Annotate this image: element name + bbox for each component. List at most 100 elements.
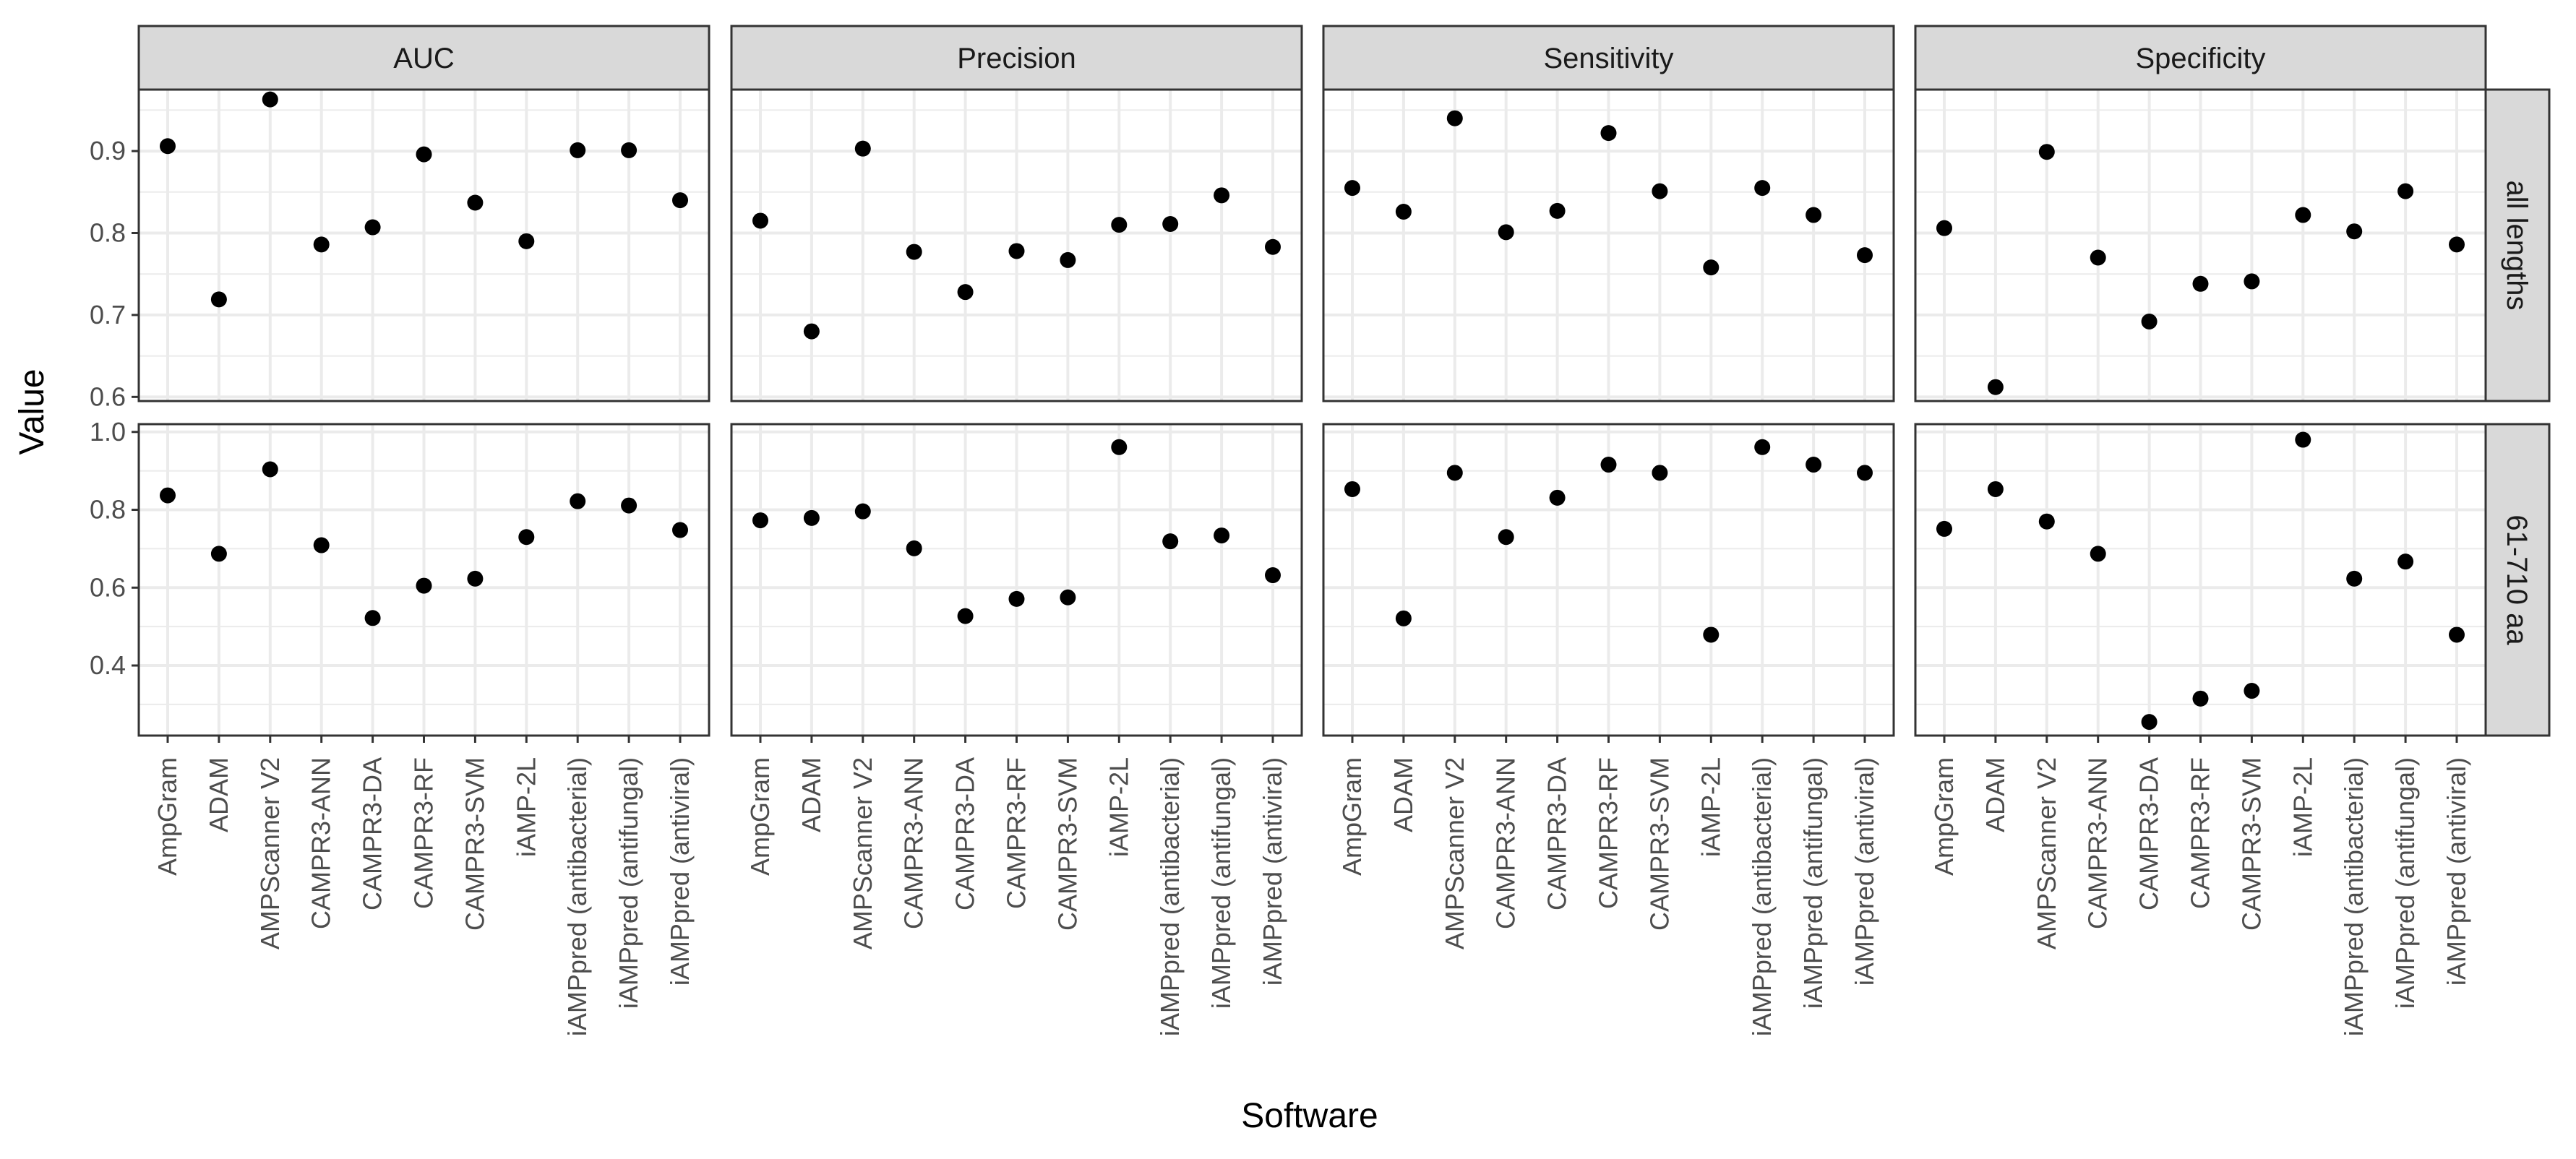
row-strip-all-lengths: all lengths [2484,88,2551,402]
panel-auc-61-710-aa [137,423,710,737]
row-strip-61-710-aa: 61-710 aa [2484,423,2551,737]
x-tick-label: iAMPpred (antiviral) [1850,757,1879,986]
point-sensitivity-all-lengths-campr3-ann [1498,224,1514,241]
point-precision-all-lengths-adam [803,323,820,340]
point-sensitivity-61-710-aa-iamppred-antifungal [1806,457,1822,473]
point-specificity-61-710-aa-campr3-rf [2192,690,2209,707]
x-axis-title: Software [1241,1097,1378,1135]
point-precision-61-710-aa-ampgram [752,512,768,529]
x-tick-label: iAMPpred (antifungal) [1206,757,1236,1009]
x-tick-label: CAMPR3-SVM [1052,757,1082,931]
point-sensitivity-61-710-aa-campr3-da [1549,489,1566,506]
point-precision-all-lengths-campr3-ann [906,244,922,260]
point-sensitivity-all-lengths-adam [1395,203,1412,220]
point-precision-all-lengths-iamppred-antibacterial [1162,216,1179,233]
x-tick-label: iAMP-2L [1696,757,1725,857]
x-tick-label: CAMPR3-DA [358,757,387,910]
x-tick-label: AMPScanner V2 [1440,757,1469,949]
point-auc-61-710-aa-iamppred-antibacterial [570,493,586,509]
x-tick-label: CAMPR3-ANN [1491,757,1521,929]
point-specificity-all-lengths-ampscanner-v2 [2038,144,2055,160]
point-specificity-61-710-aa-ampscanner-v2 [2038,513,2055,530]
column-strip-background [730,25,1303,91]
column-strip-background [137,25,710,91]
column-strip-background [1322,25,1895,91]
point-auc-all-lengths-iamppred-antibacterial [570,142,586,158]
point-sensitivity-all-lengths-iamppred-antiviral [1857,247,1873,264]
x-tick-label: ADAM [1980,757,2010,832]
x-tick-label: CAMPR3-ANN [306,757,336,929]
column-strip-label: Specificity [2135,43,2265,74]
column-strip-sensitivity: Sensitivity [1322,25,1895,91]
point-specificity-61-710-aa-iamppred-antifungal [2397,553,2414,570]
point-precision-61-710-aa-campr3-rf [1008,590,1025,607]
point-precision-61-710-aa-iamppred-antibacterial [1162,533,1179,550]
point-precision-61-710-aa-campr3-svm [1060,589,1076,606]
point-specificity-all-lengths-iamppred-antifungal [2397,183,2414,199]
point-auc-all-lengths-ampgram [160,138,176,155]
y-tick-label: 0.8 [90,495,126,525]
point-precision-all-lengths-iamppred-antiviral [1265,238,1281,255]
point-auc-61-710-aa-campr3-rf [416,577,432,594]
row-strip-label: 61-710 aa [2501,514,2533,645]
point-auc-all-lengths-campr3-rf [416,146,432,163]
point-auc-all-lengths-campr3-ann [313,236,330,253]
x-tick-label: CAMPR3-RF [2186,757,2215,909]
point-sensitivity-61-710-aa-ampgram [1344,481,1360,497]
panel-specificity-61-710-aa [1914,423,2487,737]
x-tick-label: CAMPR3-RF [409,757,439,909]
point-precision-all-lengths-iamppred-antifungal [1214,187,1230,204]
point-auc-61-710-aa-campr3-svm [467,570,484,587]
x-tick-label: iAMPpred (antifungal) [614,757,643,1009]
point-auc-all-lengths-campr3-da [364,219,381,236]
point-auc-61-710-aa-ampgram [160,487,176,504]
point-sensitivity-61-710-aa-iamppred-antiviral [1857,465,1873,481]
x-tick-label: CAMPR3-DA [2134,757,2164,910]
point-sensitivity-all-lengths-ampscanner-v2 [1446,110,1463,126]
x-tick-label: CAMPR3-RF [1002,757,1031,909]
x-tick-label: iAMPpred (antiviral) [665,757,695,986]
point-sensitivity-all-lengths-campr3-svm [1652,183,1668,199]
point-sensitivity-all-lengths-ampgram [1344,180,1360,197]
point-specificity-all-lengths-campr3-da [2141,313,2158,329]
x-tick-label: iAMPpred (antiviral) [2442,757,2471,986]
x-tick-label: AmpGram [153,757,182,876]
x-tick-label: CAMPR3-ANN [2083,757,2113,929]
point-sensitivity-all-lengths-iamppred-antifungal [1806,207,1822,223]
point-auc-61-710-aa-campr3-ann [313,537,330,553]
column-strip-auc: AUC [137,25,710,91]
x-tick-label: AMPScanner V2 [255,757,285,949]
x-tick-label: ADAM [204,757,233,832]
x-tick-label: CAMPR3-RF [1594,757,1623,909]
column-strip-label: AUC [393,43,454,74]
x-tick-label: CAMPR3-SVM [2236,757,2266,931]
x-tick-label: iAMPpred (antibacterial) [1155,757,1185,1036]
x-tick-label: ADAM [797,757,826,832]
column-strip-background [1914,25,2487,91]
point-sensitivity-all-lengths-iamp-2l [1703,259,1720,276]
point-precision-61-710-aa-iamppred-antiviral [1265,567,1281,584]
panel-specificity-all-lengths [1914,88,2487,402]
point-sensitivity-61-710-aa-adam [1395,610,1412,626]
column-strip-specificity: Specificity [1914,25,2487,91]
point-precision-61-710-aa-adam [803,509,820,526]
point-auc-all-lengths-iamppred-antiviral [672,192,688,209]
x-tick-label: iAMPpred (antifungal) [2390,757,2420,1009]
point-sensitivity-61-710-aa-iamppred-antibacterial [1754,439,1771,455]
x-tick-label: AMPScanner V2 [848,757,877,949]
point-sensitivity-61-710-aa-ampscanner-v2 [1446,465,1463,481]
row-strip-label: all lengths [2501,180,2533,310]
point-precision-61-710-aa-campr3-da [957,608,974,624]
panel-sensitivity-all-lengths [1322,88,1895,402]
point-sensitivity-all-lengths-campr3-rf [1600,125,1617,142]
point-precision-61-710-aa-iamppred-antifungal [1214,527,1230,544]
point-specificity-all-lengths-campr3-rf [2192,275,2209,292]
point-specificity-all-lengths-ampgram [1936,220,1952,236]
point-specificity-all-lengths-campr3-ann [2090,249,2106,266]
point-sensitivity-61-710-aa-iamp-2l [1703,626,1720,643]
y-tick-label: 1.0 [90,417,126,447]
point-auc-all-lengths-campr3-svm [467,194,484,211]
point-specificity-61-710-aa-campr3-ann [2090,546,2106,562]
point-specificity-all-lengths-iamppred-antiviral [2449,236,2465,253]
